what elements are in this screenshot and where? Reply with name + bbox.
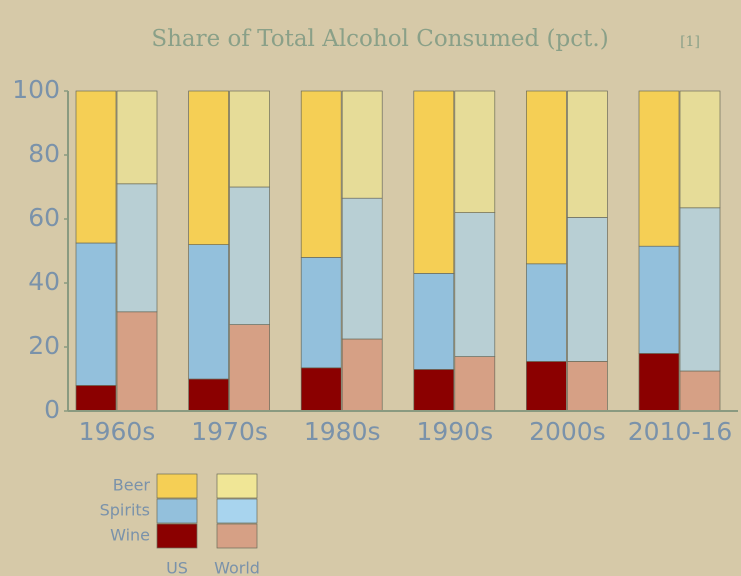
y-tick-label: 80	[28, 139, 60, 168]
bar-segment	[638, 245, 680, 354]
bar-segment	[116, 311, 158, 412]
y-tick-label: 0	[44, 395, 60, 424]
bar-segment	[300, 367, 342, 412]
legend-label: Beer	[113, 476, 151, 495]
legend-swatch	[156, 473, 198, 499]
bar-segment	[413, 273, 455, 370]
bar-segment	[638, 353, 680, 412]
y-tick-label: 100	[12, 75, 60, 104]
bar-segment	[638, 90, 680, 247]
y-tick-label: 60	[28, 203, 60, 232]
bar-segment	[116, 183, 158, 313]
bar-segment	[229, 324, 270, 412]
footnote: [1]	[680, 34, 700, 50]
legend-label: Spirits	[100, 501, 150, 520]
y-tick-label: 40	[28, 267, 60, 296]
bar-segment	[567, 361, 608, 412]
bar-segment	[229, 90, 270, 188]
legend-swatch	[156, 498, 198, 524]
legend-swatch	[216, 473, 258, 499]
bar-segment	[454, 356, 496, 412]
bar-segment	[526, 263, 567, 362]
bar-segment	[229, 186, 270, 325]
bar-segment	[188, 90, 229, 245]
bar-segment	[300, 90, 342, 258]
x-tick-label: 1980s	[304, 417, 381, 446]
legend-swatch	[216, 498, 258, 524]
x-tick-label: 1970s	[191, 417, 268, 446]
bar-segment	[679, 207, 721, 372]
y-tick-label: 20	[28, 331, 60, 360]
x-tick-label: 1990s	[416, 417, 493, 446]
bar-segment	[300, 257, 342, 369]
bar-segment	[188, 244, 229, 380]
bar-segment	[567, 217, 608, 362]
bar-segment	[413, 90, 455, 274]
bar-segment	[75, 90, 117, 244]
bar-segment	[526, 361, 567, 412]
bar-segment	[75, 385, 117, 412]
bar-segment	[341, 338, 383, 412]
x-tick-label: 2010-16	[628, 417, 732, 446]
legend-column-label: World	[214, 559, 260, 576]
legend-swatch	[156, 523, 198, 549]
legend-swatch	[216, 523, 258, 549]
x-tick-label: 2000s	[529, 417, 606, 446]
bar-segment	[413, 369, 455, 412]
bar-segment	[188, 378, 229, 412]
x-tick-label: 1960s	[79, 417, 156, 446]
bar-segment	[341, 197, 383, 340]
bar-segment	[454, 212, 496, 357]
bar-segment	[526, 90, 567, 265]
bar-segment	[341, 90, 383, 199]
legend-column-label: US	[166, 559, 188, 576]
bar-segment	[75, 242, 117, 386]
chart-title: Share of Total Alcohol Consumed (pct.)	[151, 26, 608, 52]
bar-segment	[679, 90, 721, 209]
bar-segment	[567, 90, 608, 218]
bar-segment	[454, 90, 496, 213]
bar-segment	[116, 90, 158, 185]
legend-label: Wine	[110, 526, 150, 545]
bar-segment	[679, 370, 721, 412]
